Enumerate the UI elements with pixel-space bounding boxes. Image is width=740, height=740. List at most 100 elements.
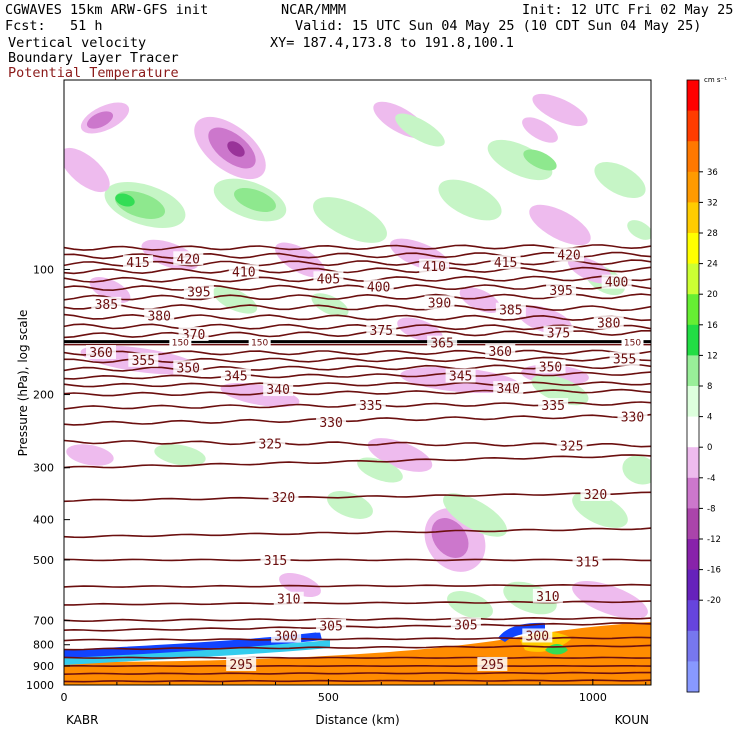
colorbar-swatch (687, 80, 699, 112)
theta-label: 380 (147, 309, 170, 324)
theta-label-bg (273, 591, 304, 606)
theta-label-bg (91, 296, 122, 311)
y-tick-label: 800 (33, 639, 54, 652)
colorbar-tick-label: 0 (707, 443, 712, 453)
theta-line (64, 323, 651, 331)
theta-label: 325 (259, 437, 282, 452)
velocity-cell (212, 286, 258, 314)
theta-line (64, 583, 651, 588)
velocity-cell (438, 179, 502, 221)
velocity-cell (443, 493, 507, 537)
theta-label-bg (173, 251, 204, 266)
theta-label-bg (477, 656, 508, 671)
colorbar-tick-label: 20 (707, 290, 718, 300)
theta-label: 305 (319, 620, 342, 635)
theta-label: 400 (605, 276, 628, 291)
tropopause-label-bg (621, 337, 644, 348)
theta-line (64, 259, 651, 267)
theta-label-bg (183, 284, 214, 299)
y-axis-label: Pressure (hPa), log scale (16, 310, 30, 457)
theta-label-bg (543, 325, 574, 340)
colorbar-swatch (687, 600, 699, 632)
theta-line (64, 275, 651, 283)
theta-line (64, 491, 651, 503)
y-tick-label: 200 (33, 389, 54, 402)
colorbar-swatch (687, 661, 699, 693)
colorbar-tick-label: 32 (707, 198, 718, 208)
theta-label: 375 (547, 327, 570, 342)
theta-label: 405 (317, 272, 340, 287)
theta-label-bg (178, 327, 209, 342)
colorbar-swatch (687, 263, 699, 295)
theta-label-bg (546, 282, 577, 297)
theta-label: 355 (613, 353, 636, 368)
theta-label: 395 (187, 286, 210, 301)
velocity-cell (311, 293, 349, 317)
theta-label-bg (220, 368, 251, 383)
y-tick-label: 500 (33, 554, 54, 567)
colorbar-tick-label: 12 (707, 351, 718, 361)
theta-label: 345 (449, 370, 472, 385)
velocity-cell (86, 111, 114, 129)
colorbar-swatch (687, 294, 699, 326)
theta-label: 320 (584, 488, 607, 503)
velocity-cell (487, 139, 553, 181)
theta-label: 380 (597, 316, 620, 331)
theta-line (64, 381, 651, 388)
theta-label-bg (538, 398, 569, 413)
init-time: Init: 12 UTC Fri 02 May 25 (522, 2, 734, 18)
velocity-cell (627, 220, 651, 240)
theta-label-bg (535, 359, 566, 374)
theta-line (64, 600, 651, 606)
theta-label-bg (255, 436, 286, 451)
theta-label-bg (424, 295, 455, 310)
theta-label-bg (366, 323, 397, 338)
theta-label-bg (271, 628, 302, 643)
theta-line (64, 527, 651, 539)
colorbar-swatch (687, 110, 699, 142)
field-boundary-layer-tracer: Boundary Layer Tracer (8, 50, 179, 66)
theta-label-bg (316, 618, 347, 633)
model-title: CGWAVES 15km ARW-GFS init (5, 2, 209, 18)
theta-label-bg (495, 302, 526, 317)
theta-label: 310 (277, 593, 300, 608)
tropopause-label-bg (248, 337, 271, 348)
theta-label-bg (144, 308, 175, 323)
theta-label-bg (427, 335, 458, 350)
theta-label: 415 (126, 256, 149, 271)
theta-label: 385 (95, 298, 118, 313)
y-tick-label: 300 (33, 462, 54, 475)
theta-line (64, 388, 651, 397)
colorbar-tick-label: -4 (707, 474, 715, 484)
theta-line (64, 356, 651, 364)
theta-label: 360 (89, 346, 112, 361)
velocity-cell (357, 457, 403, 483)
theta-line (64, 622, 651, 632)
theta-label-bg (263, 382, 294, 397)
theta-line (64, 616, 651, 623)
theta-label-bg (228, 264, 259, 279)
theta-line (64, 671, 651, 675)
theta-label: 320 (272, 491, 295, 506)
theta-label-bg (226, 656, 257, 671)
colorbar-tick-label: -16 (707, 566, 721, 576)
theta-label: 340 (266, 383, 289, 398)
velocity-cell (572, 492, 628, 528)
boundary-layer-blue-east (498, 622, 545, 642)
theta-line (64, 636, 651, 642)
theta-label-bg (355, 398, 386, 413)
theta-label: 330 (621, 411, 644, 426)
potential-temperature-contours: 295 295 300 300 305 305 310 310 315 315 320 320 325 3… (64, 244, 651, 683)
theta-label: 350 (539, 360, 562, 375)
velocity-cell (154, 444, 206, 466)
theta-line (64, 439, 651, 448)
theta-label-bg (556, 438, 587, 453)
theta-line (64, 303, 651, 312)
theta-label: 335 (541, 399, 564, 414)
x-axis-label: Distance (km) (315, 713, 399, 727)
velocity-cell (227, 141, 245, 157)
theta-line (64, 251, 651, 260)
theta-label: 305 (454, 618, 477, 633)
theta-label-bg (593, 315, 624, 330)
